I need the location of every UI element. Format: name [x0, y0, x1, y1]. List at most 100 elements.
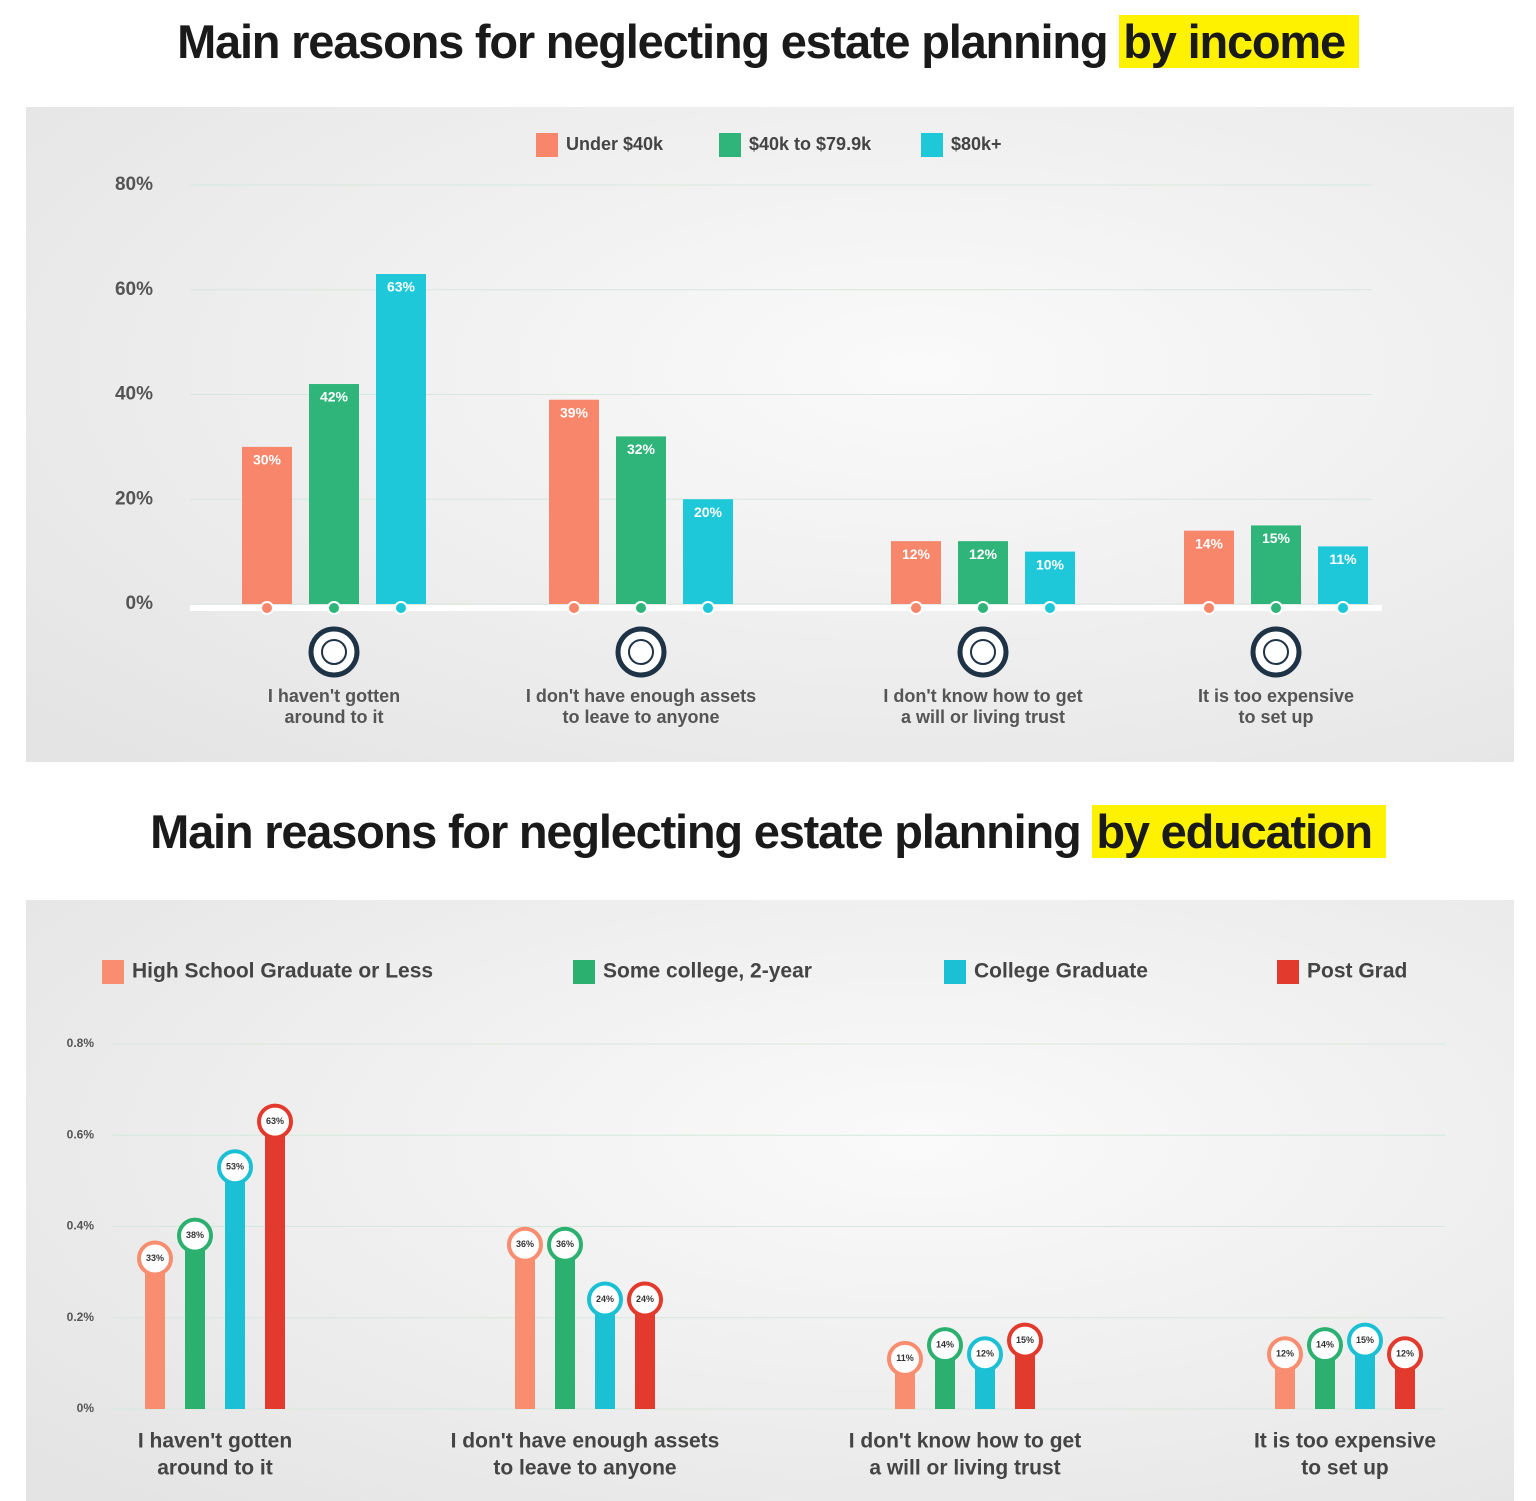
base-dot [260, 601, 274, 615]
lollipop-stem [595, 1299, 615, 1409]
y-tick-label: 40% [115, 384, 153, 405]
legend-swatch [719, 133, 741, 157]
base-dot [634, 601, 648, 615]
value-label: 33% [146, 1253, 164, 1263]
bar [683, 499, 733, 604]
bar [616, 436, 666, 604]
y-tick-label: 0% [126, 593, 154, 614]
bar [376, 274, 426, 604]
lollipop-stem [225, 1167, 245, 1409]
legend-swatch [921, 133, 943, 157]
value-label: 12% [902, 546, 931, 562]
legend-label: $40k to $79.9k [749, 134, 872, 154]
value-label: 14% [936, 1340, 954, 1350]
lollipop-head [217, 1149, 253, 1186]
value-label: 14% [1316, 1340, 1334, 1350]
lollipop-head [1387, 1336, 1423, 1373]
x-tick-label: I don't have enough assets [526, 686, 756, 706]
category-icon [615, 626, 667, 678]
bar [549, 399, 599, 604]
legend-swatch [1277, 960, 1299, 984]
lollipop-stem [555, 1244, 575, 1409]
category-icon-inner [321, 639, 347, 665]
legend-label: College Graduate [974, 960, 1148, 983]
title-text: Main reasons for neglecting estate plann… [150, 805, 1082, 858]
category-icon [308, 626, 360, 678]
x-tick-label: to set up [1239, 707, 1314, 727]
lollipop-head [887, 1340, 923, 1377]
panel [26, 900, 1514, 1501]
bar [309, 384, 359, 604]
x-tick-label: around to it [157, 1457, 272, 1480]
value-label: 15% [1262, 530, 1291, 546]
value-label: 14% [1195, 535, 1224, 551]
base-dot [909, 601, 923, 615]
x-tick-label: It is too expensive [1254, 1430, 1436, 1453]
value-label: 32% [627, 441, 656, 457]
lollipop-head [507, 1226, 543, 1263]
bar [242, 446, 292, 604]
value-label: 15% [1356, 1335, 1374, 1345]
x-tick-label: I haven't gotten [268, 686, 400, 706]
lollipop-head [177, 1217, 213, 1254]
legend-swatch [944, 960, 966, 984]
category-icon-inner [970, 639, 996, 665]
legend-label: $80k+ [951, 134, 1002, 154]
value-label: 38% [186, 1230, 204, 1240]
base-dot [1202, 601, 1216, 615]
value-label: 36% [556, 1239, 574, 1249]
lollipop-stem [185, 1235, 205, 1409]
lollipop-head [967, 1336, 1003, 1373]
lollipop-head [927, 1327, 963, 1364]
bar [1318, 546, 1368, 604]
x-tick-label: to leave to anyone [562, 707, 719, 727]
value-label: 11% [896, 1353, 914, 1363]
value-label: 63% [387, 279, 416, 295]
base-dot [701, 601, 715, 615]
category-icon-inner [628, 639, 654, 665]
lollipop-head [257, 1103, 293, 1140]
base-dot [1043, 601, 1057, 615]
legend-label: High School Graduate or Less [132, 960, 433, 983]
value-label: 12% [976, 1349, 994, 1359]
value-label: 12% [1276, 1349, 1294, 1359]
category-icon [1250, 626, 1302, 678]
legend-swatch [573, 960, 595, 984]
y-tick-label: 0.8% [67, 1036, 95, 1050]
y-tick-label: 0.2% [67, 1310, 95, 1324]
chart-title: Main reasons for neglecting estate plann… [0, 804, 1536, 859]
y-tick-label: 60% [115, 279, 153, 300]
lollipop-head [1307, 1327, 1343, 1364]
base-dot [1336, 601, 1350, 615]
value-label: 12% [969, 546, 998, 562]
value-label: 10% [1036, 556, 1065, 572]
base-dot [567, 601, 581, 615]
y-tick-label: 0.4% [67, 1219, 95, 1233]
x-tick-label: a will or living trust [901, 707, 1065, 727]
value-label: 15% [1016, 1335, 1034, 1345]
lollipop-stem [515, 1244, 535, 1409]
x-tick-label: It is too expensive [1198, 686, 1354, 706]
y-tick-label: 0.6% [67, 1127, 95, 1141]
chart-title: Main reasons for neglecting estate plann… [0, 14, 1536, 69]
x-tick-label: around to it [285, 707, 384, 727]
legend-swatch [102, 960, 124, 984]
lollipop-head [1347, 1322, 1383, 1359]
y-tick-label: 20% [115, 488, 153, 509]
bar [1251, 525, 1301, 604]
title-highlight: by income [1119, 15, 1359, 68]
bar [891, 541, 941, 604]
y-tick-label: 80% [115, 174, 153, 195]
category-icon [957, 626, 1009, 678]
lollipop-head [587, 1281, 623, 1318]
legend-label: Some college, 2-year [603, 960, 812, 983]
lollipop-stem [635, 1299, 655, 1409]
title-text: Main reasons for neglecting estate plann… [177, 15, 1109, 68]
lollipop-head [1267, 1336, 1303, 1373]
lollipop-head [627, 1281, 663, 1318]
value-label: 39% [560, 404, 589, 420]
value-label: 53% [226, 1162, 244, 1172]
base-dot [394, 601, 408, 615]
x-tick-label: to set up [1301, 1457, 1389, 1480]
